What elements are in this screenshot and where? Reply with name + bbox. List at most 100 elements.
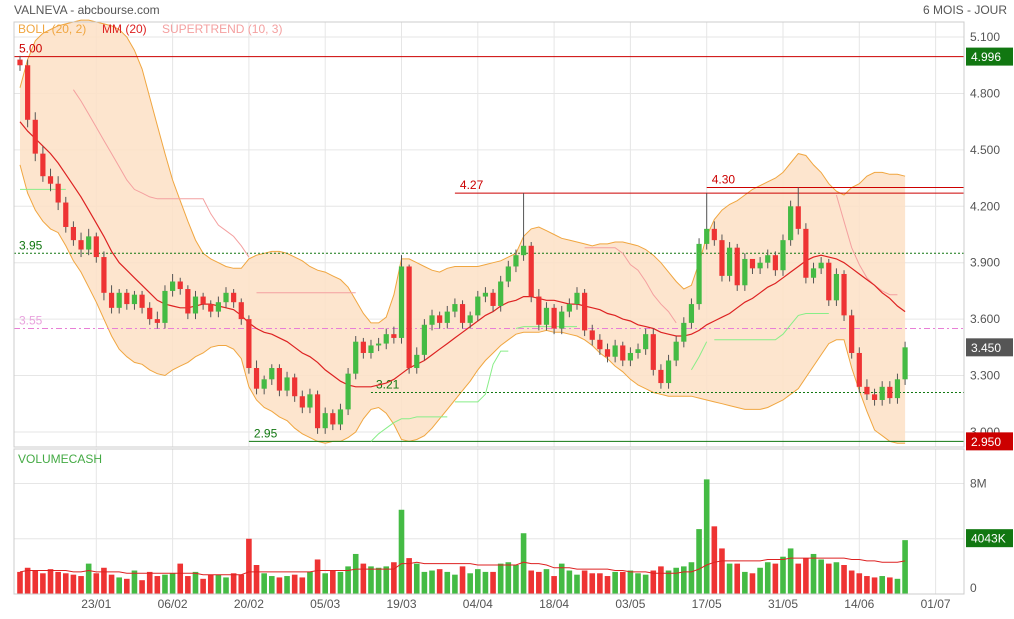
volume-bar-12	[108, 574, 115, 594]
candle-94	[734, 243, 740, 291]
level-label-6: 2.95	[254, 426, 278, 440]
volume-bar-40	[322, 573, 328, 594]
candle-body-32	[261, 379, 267, 389]
candle-83	[650, 328, 656, 376]
price-tick-label-6: 3.300	[970, 369, 1000, 383]
volume-bar-84	[658, 566, 664, 594]
candle-71	[559, 305, 565, 335]
candle-25	[208, 300, 214, 318]
candle-114	[887, 381, 893, 404]
supertrend-segment-8	[714, 313, 829, 341]
candle-body-85	[665, 360, 672, 384]
volume-bar-54	[429, 570, 435, 594]
volume-bar-91	[711, 526, 718, 594]
candle-10	[93, 232, 99, 263]
price-tick-label-3: 4.200	[970, 199, 1000, 213]
candle-body-22	[185, 289, 191, 314]
volume-bar-115	[894, 578, 901, 594]
candle-48	[383, 328, 389, 350]
volume-bar-69	[543, 569, 550, 594]
candle-body-23	[192, 296, 199, 314]
volume-bar-57	[452, 574, 458, 594]
candle-body-14	[124, 292, 130, 305]
candle-78	[612, 339, 618, 363]
candle-93	[726, 242, 733, 282]
candle-body-68	[536, 296, 542, 325]
volume-bar-72	[566, 570, 573, 594]
supertrend-segment-9	[835, 194, 898, 296]
volume-bar-55	[436, 569, 443, 594]
candle-11	[101, 251, 107, 301]
candle-17	[147, 302, 153, 325]
candle-52	[414, 347, 420, 374]
volume-bar-45	[360, 563, 367, 594]
candle-body-69	[543, 307, 550, 325]
candle-body-91	[711, 228, 717, 241]
candle-body-82	[643, 334, 649, 350]
candle-body-103	[803, 228, 809, 278]
candle-body-1	[25, 65, 31, 120]
candle-body-104	[810, 268, 817, 278]
candle-13	[116, 289, 122, 314]
candle-67	[528, 242, 534, 303]
candle-body-48	[383, 334, 389, 344]
candle-18	[154, 311, 160, 329]
volume-tick-label-0: 8M	[970, 477, 987, 491]
candle-110	[856, 347, 862, 393]
candle-body-111	[864, 386, 870, 395]
volume-bar-8	[78, 576, 84, 594]
candle-1	[25, 59, 31, 128]
volume-label: VOLUMECASH	[18, 452, 102, 466]
candle-body-55	[437, 315, 443, 323]
candle-85	[665, 354, 672, 389]
candle-body-44	[353, 341, 359, 374]
candle-73	[574, 287, 580, 310]
badge-low-text: 2.950	[971, 435, 1001, 449]
candle-body-101	[788, 206, 794, 241]
candle-87	[681, 317, 687, 348]
candle-30	[246, 315, 252, 374]
volume-bar-18	[154, 576, 161, 594]
bollinger-lower-line	[19, 164, 906, 444]
volume-bar-86	[673, 567, 679, 594]
date-tick-label-8: 17/05	[692, 597, 722, 611]
volume-bar-73	[574, 574, 580, 594]
volume-bar-80	[627, 570, 634, 594]
candle-body-9	[86, 236, 92, 250]
volume-bar-43	[345, 566, 351, 594]
volume-bar-81	[635, 573, 641, 594]
volume-bar-42	[337, 571, 344, 594]
candle-22	[185, 285, 191, 320]
volume-bar-13	[116, 577, 122, 594]
volume-bar-71	[558, 563, 565, 594]
volume-bar-116	[902, 540, 908, 594]
candle-body-66	[520, 245, 527, 256]
candle-61	[482, 287, 489, 303]
volume-bar-50	[398, 509, 405, 594]
candle-49	[391, 326, 397, 344]
candle-body-75	[589, 330, 595, 340]
volume-bar-70	[551, 576, 557, 594]
candle-body-24	[200, 296, 206, 305]
volume-bar-58	[459, 566, 466, 594]
candle-65	[513, 249, 519, 273]
candle-body-21	[177, 281, 183, 290]
candle-body-16	[139, 294, 145, 308]
candle-body-76	[597, 339, 603, 350]
candle-55	[437, 311, 443, 329]
candle-body-63	[498, 281, 504, 306]
candle-body-71	[559, 311, 565, 329]
volume-bar-15	[131, 570, 138, 594]
volume-bar-90	[703, 479, 710, 594]
volume-bar-113	[879, 576, 885, 594]
legend-mm: MM (20)	[102, 22, 147, 36]
volume-bar-66	[520, 533, 527, 594]
candle-body-51	[406, 266, 412, 369]
candle-body-34	[276, 368, 283, 391]
volume-bar-5	[55, 571, 61, 594]
candle-body-115	[894, 379, 901, 399]
volume-average-line	[19, 557, 906, 576]
candle-45	[360, 337, 366, 359]
volume-bar-24	[200, 578, 206, 594]
